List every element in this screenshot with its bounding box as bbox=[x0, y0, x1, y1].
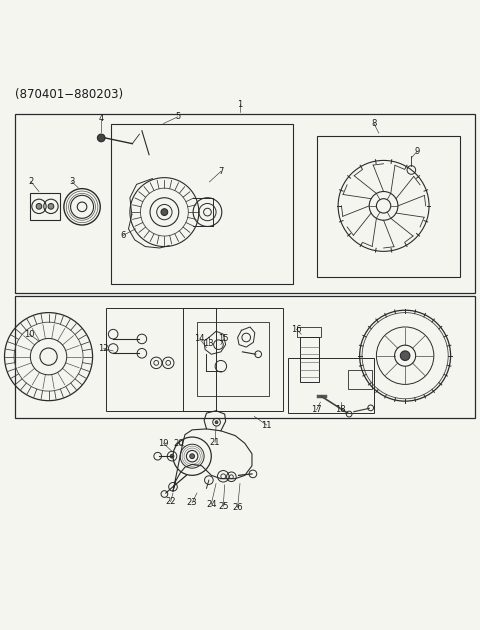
Bar bbox=[30, 193, 60, 220]
Text: 2: 2 bbox=[28, 177, 34, 186]
Circle shape bbox=[190, 454, 194, 459]
Bar bbox=[15, 296, 475, 418]
Bar bbox=[111, 123, 293, 284]
Text: 26: 26 bbox=[232, 503, 243, 512]
Text: 22: 22 bbox=[165, 497, 176, 506]
Circle shape bbox=[161, 209, 168, 215]
Text: 19: 19 bbox=[158, 438, 168, 448]
Text: 11: 11 bbox=[262, 421, 272, 430]
Text: 21: 21 bbox=[210, 438, 220, 447]
Text: 23: 23 bbox=[187, 498, 197, 507]
Text: 6: 6 bbox=[120, 231, 125, 240]
Circle shape bbox=[48, 203, 54, 209]
Text: 16: 16 bbox=[291, 325, 302, 334]
Text: 3: 3 bbox=[69, 177, 74, 186]
Text: 18: 18 bbox=[335, 405, 346, 415]
Text: 5: 5 bbox=[175, 112, 180, 122]
Bar bbox=[298, 327, 322, 336]
Text: 1: 1 bbox=[238, 100, 242, 109]
Text: 25: 25 bbox=[218, 502, 228, 511]
Text: 13: 13 bbox=[204, 339, 214, 348]
Text: 14: 14 bbox=[194, 335, 205, 343]
Circle shape bbox=[215, 421, 218, 423]
Text: 17: 17 bbox=[311, 405, 322, 415]
Text: 24: 24 bbox=[206, 500, 216, 508]
Circle shape bbox=[400, 351, 410, 360]
Bar bbox=[106, 308, 216, 411]
Bar bbox=[288, 358, 374, 413]
Text: 15: 15 bbox=[218, 335, 229, 343]
Circle shape bbox=[97, 134, 105, 142]
Bar bbox=[197, 322, 269, 396]
Bar bbox=[317, 135, 460, 277]
Bar bbox=[182, 308, 283, 411]
Bar bbox=[15, 114, 475, 294]
Text: 7: 7 bbox=[218, 167, 224, 176]
Circle shape bbox=[36, 203, 42, 209]
Bar bbox=[348, 370, 372, 389]
Text: 10: 10 bbox=[24, 329, 35, 339]
Bar bbox=[300, 336, 319, 382]
Text: 12: 12 bbox=[98, 344, 109, 353]
Text: 9: 9 bbox=[414, 147, 420, 156]
Text: 8: 8 bbox=[372, 119, 377, 128]
Text: (870401−880203): (870401−880203) bbox=[15, 88, 123, 101]
Text: 4: 4 bbox=[98, 114, 104, 123]
Circle shape bbox=[170, 454, 174, 458]
Text: 20: 20 bbox=[173, 438, 184, 448]
